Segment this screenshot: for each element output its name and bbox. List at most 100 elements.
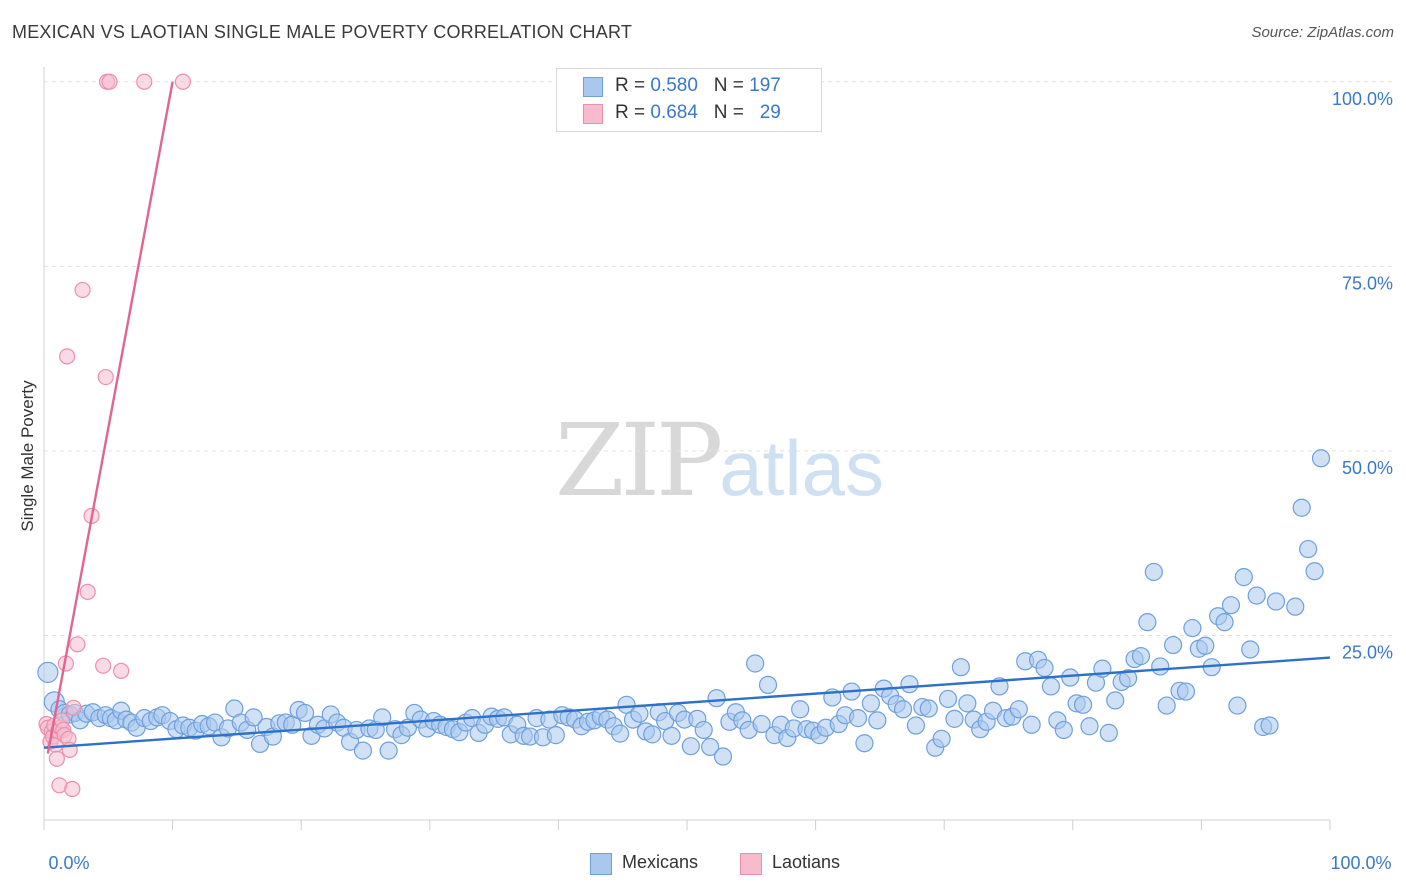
mexican-point xyxy=(1292,498,1311,517)
mexican-point xyxy=(919,699,938,718)
mexican-point xyxy=(1286,597,1305,616)
mexican-point xyxy=(630,704,649,723)
bottom-legend-label: Mexicans xyxy=(622,852,699,872)
mexican-point xyxy=(1247,586,1266,605)
mexican-point xyxy=(1164,635,1183,655)
chart-title: MEXICAN VS LAOTIAN SINGLE MALE POVERTY C… xyxy=(12,22,633,42)
mexican-point xyxy=(1241,640,1260,659)
legend-n-label: N = xyxy=(713,102,750,123)
mexican-point xyxy=(868,711,887,730)
mexican-point xyxy=(694,720,713,740)
mexican-point xyxy=(1118,669,1138,688)
mexican-point xyxy=(1176,682,1196,701)
mexican-point xyxy=(752,714,771,734)
mexican-point xyxy=(945,709,964,728)
laotian-point xyxy=(79,583,96,600)
y-tick-label: 50.0% xyxy=(1342,458,1393,478)
watermark-atlas: atlas xyxy=(719,424,885,512)
mexican-point xyxy=(855,734,874,753)
legend-r-value: 0.684 xyxy=(650,102,698,123)
mexican-point xyxy=(1035,658,1054,678)
legend-n-label: N = xyxy=(713,75,750,96)
legend-stats-mexicans: R = 0.580 N = 197 xyxy=(615,75,781,97)
legend-swatch-blue xyxy=(583,77,603,97)
mexican-point xyxy=(1215,613,1234,632)
mexican-point xyxy=(1054,720,1073,740)
mexican-point xyxy=(1234,568,1253,587)
mexican-point xyxy=(373,708,392,727)
laotian-point xyxy=(95,657,112,674)
laotian-trend-line xyxy=(46,81,174,754)
mexican-point xyxy=(681,737,700,756)
mexican-point xyxy=(353,741,373,760)
watermark-zip: ZIP xyxy=(555,402,723,519)
mexican-point xyxy=(244,708,263,727)
mexican-point xyxy=(932,729,951,748)
bottom-legend-label: Laotians xyxy=(772,852,841,872)
legend-r-label: R = xyxy=(615,102,651,123)
x-tick-label: 100.0% xyxy=(1330,853,1391,873)
bottom-legend-swatch-blue xyxy=(590,853,612,875)
mexican-point xyxy=(791,700,810,719)
mexican-point xyxy=(938,689,958,709)
laotian-point xyxy=(69,636,86,653)
mexican-point xyxy=(1228,696,1247,715)
mexican-point xyxy=(893,700,913,719)
mexican-point xyxy=(1151,657,1170,676)
laotian-point xyxy=(97,368,114,386)
mexican-point xyxy=(707,689,726,708)
y-tick-label: 25.0% xyxy=(1342,642,1393,662)
mexican-point xyxy=(1157,696,1176,715)
mexican-point xyxy=(1299,539,1318,559)
x-tick-label: 0.0% xyxy=(48,853,89,873)
laotian-point xyxy=(48,750,65,767)
legend-stats-laotians: R = 0.684 N = 29 xyxy=(615,102,781,124)
y-tick-label: 75.0% xyxy=(1342,273,1393,293)
mexican-point xyxy=(1080,717,1099,736)
mexican-point xyxy=(295,703,315,723)
mexican-point xyxy=(758,675,778,695)
watermark: ZIPatlas xyxy=(555,402,884,519)
legend-r-value: 0.580 xyxy=(650,75,698,96)
mexican-point xyxy=(701,737,720,757)
source-credit: Source: ZipAtlas.com xyxy=(1251,24,1394,41)
laotian-point xyxy=(74,281,91,299)
stats-legend: R = 0.580 N = 197 R = 0.684 N = 29 xyxy=(556,68,822,132)
mexican-point xyxy=(1061,668,1080,687)
mexican-point xyxy=(900,675,919,694)
mexican-point xyxy=(1183,618,1202,638)
mexican-point xyxy=(1196,636,1215,655)
mexican-point xyxy=(1266,592,1286,611)
mexican-point xyxy=(643,725,662,744)
mexican-point xyxy=(1022,715,1041,734)
mexican-point xyxy=(1260,716,1279,735)
mexican-point xyxy=(958,694,977,713)
mexican-point xyxy=(379,741,398,760)
mexican-point xyxy=(1305,562,1324,581)
mexican-point xyxy=(1073,695,1093,714)
mexican-point xyxy=(746,654,765,673)
mexican-point xyxy=(662,726,681,745)
mexican-point xyxy=(37,661,59,683)
mexican-point xyxy=(1041,677,1061,696)
laotian-point xyxy=(113,662,130,679)
mexican-point xyxy=(713,747,733,766)
laotian-point xyxy=(174,73,191,90)
mexican-point xyxy=(906,716,926,735)
mexican-point xyxy=(1138,613,1157,632)
mexican-point xyxy=(1144,562,1163,582)
laotian-point xyxy=(65,699,82,716)
mexican-point xyxy=(861,694,880,713)
mexican-point xyxy=(951,658,971,677)
laotian-point xyxy=(136,73,153,90)
legend-r-label: R = xyxy=(615,75,651,96)
bottom-legend-swatch-pink xyxy=(740,853,762,875)
y-tick-label: 100.0% xyxy=(1332,89,1393,109)
mexican-point xyxy=(1099,723,1118,742)
laotian-point xyxy=(59,348,76,365)
mexican-point xyxy=(1106,691,1125,710)
legend-swatch-pink xyxy=(583,104,603,124)
legend-n-value: 197 xyxy=(749,75,781,96)
legend-n-value: 29 xyxy=(759,102,781,123)
